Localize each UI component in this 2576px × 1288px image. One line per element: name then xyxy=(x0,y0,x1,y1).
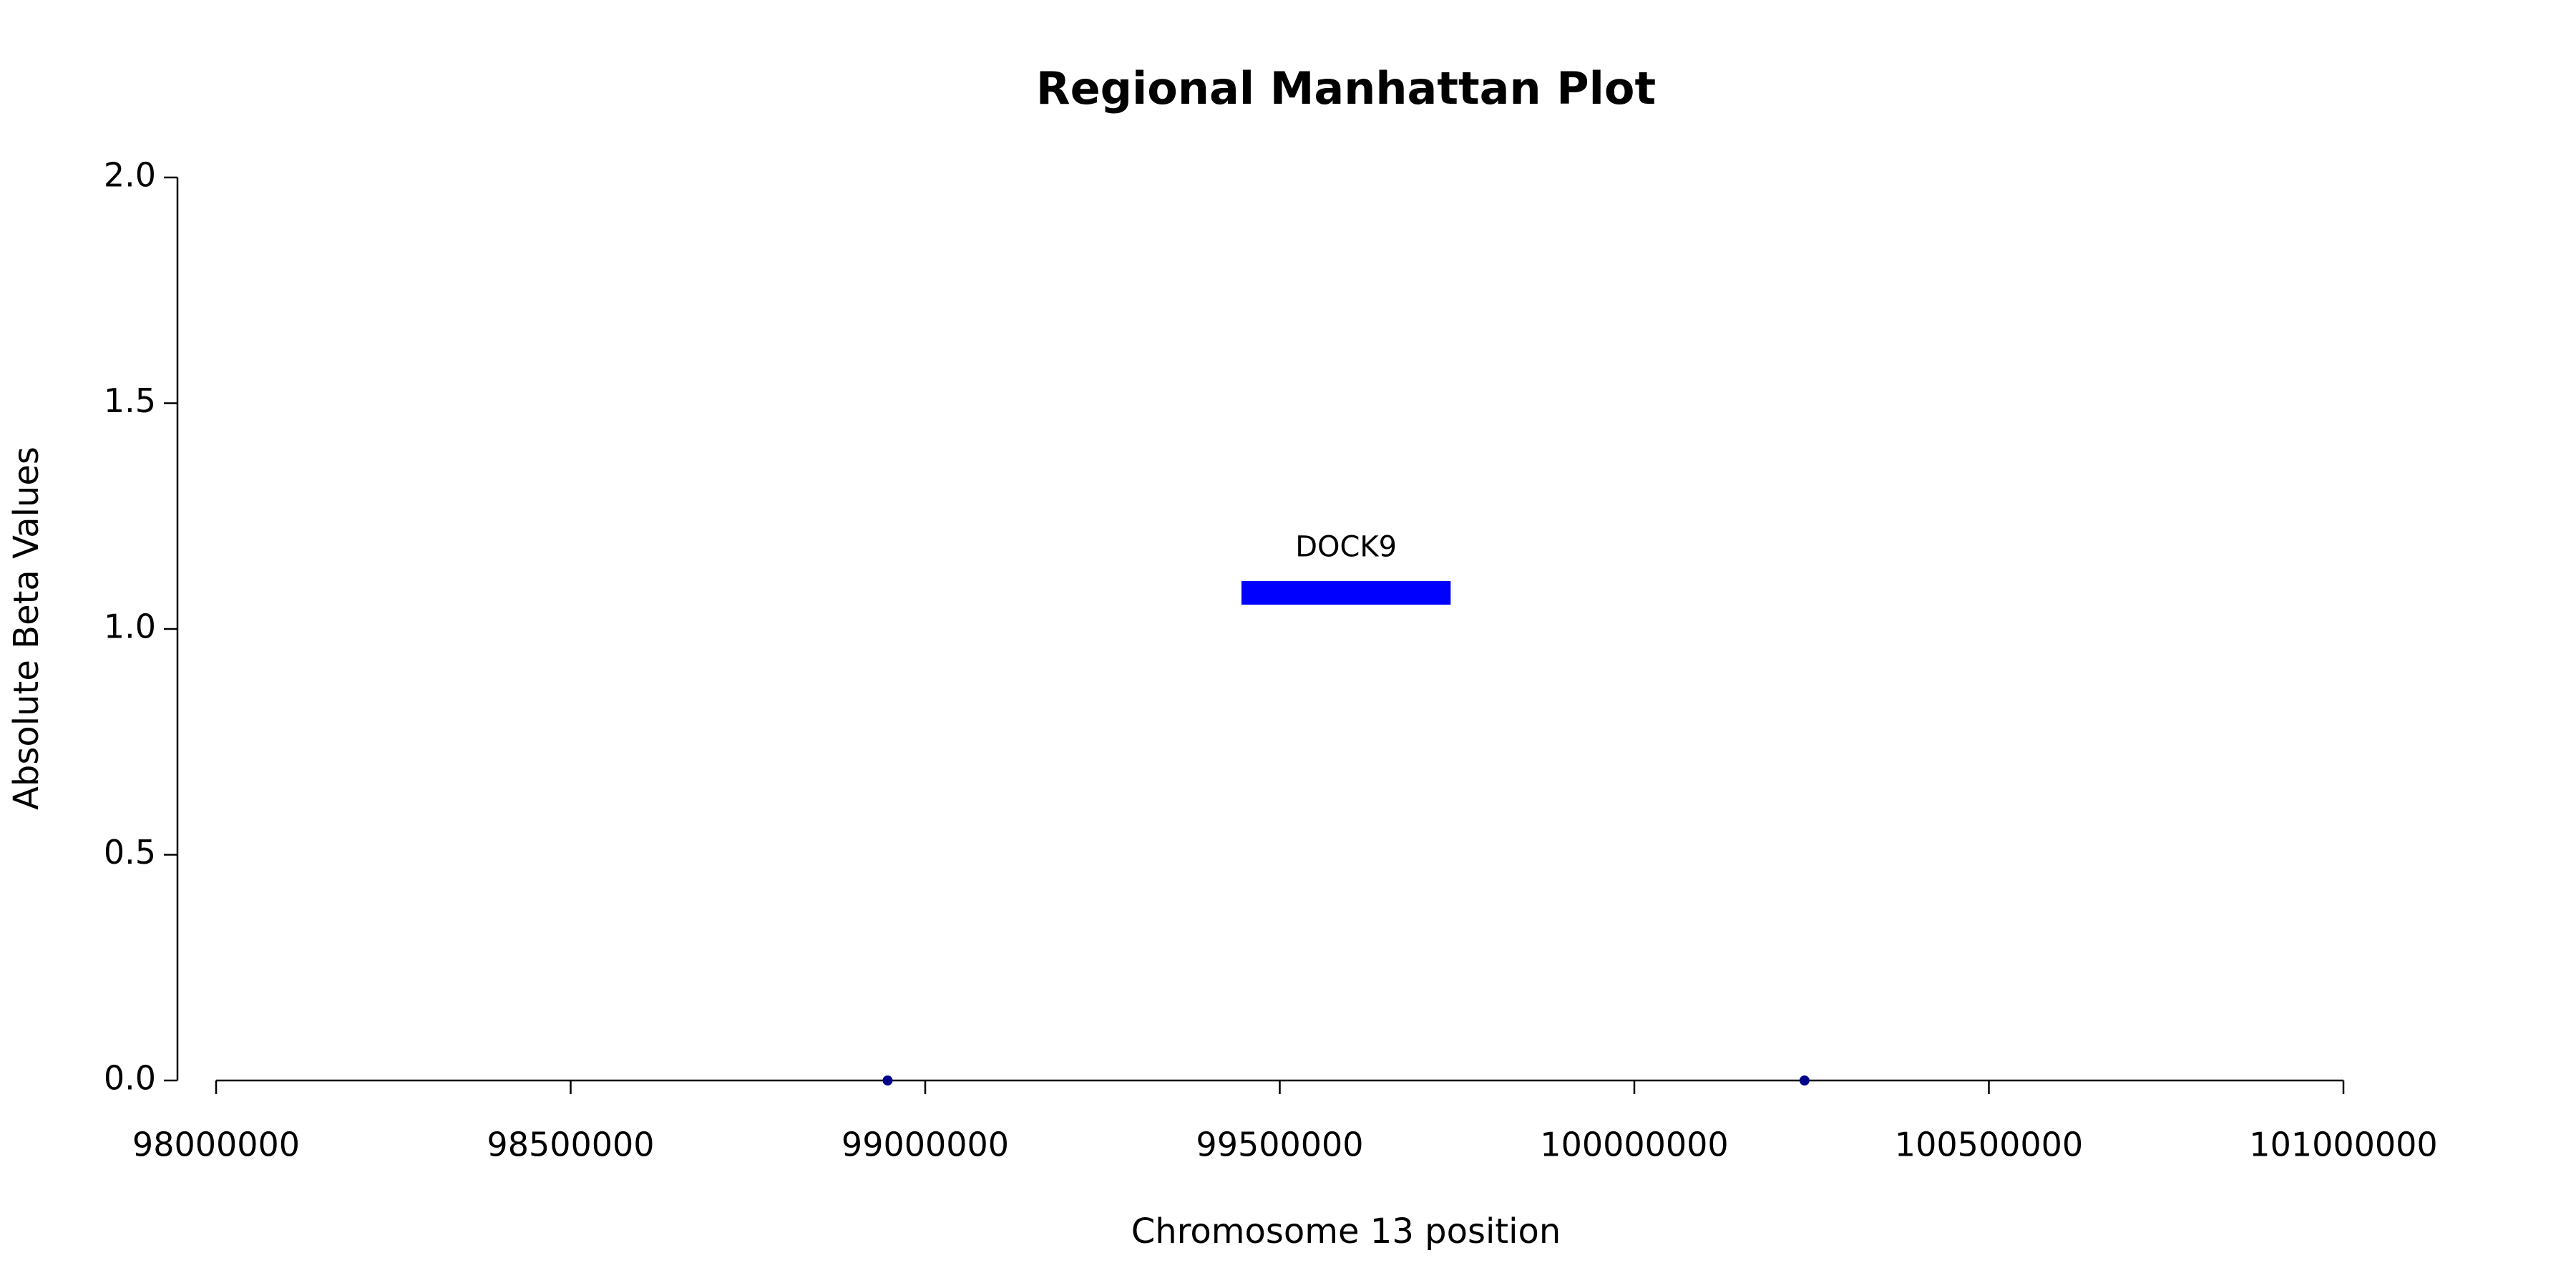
x-tick-label: 101000000 xyxy=(2249,1126,2437,1164)
x-tick-label: 99500000 xyxy=(1196,1126,1363,1164)
data-point xyxy=(1799,1075,1810,1085)
x-tick-label: 100500000 xyxy=(1895,1126,2083,1164)
y-tick-label: 0.5 xyxy=(104,833,156,872)
x-tick-label: 100000000 xyxy=(1540,1126,1728,1164)
chart-title: Regional Manhattan Plot xyxy=(1036,62,1656,114)
gene-label: DOCK9 xyxy=(1295,531,1397,564)
y-axis-label: Absolute Beta Values xyxy=(6,447,47,810)
gene-bar xyxy=(1241,581,1451,605)
x-tick-label: 99000000 xyxy=(841,1126,1009,1164)
x-axis-label: Chromosome 13 position xyxy=(1131,1211,1561,1252)
x-tick-label: 98000000 xyxy=(132,1126,300,1164)
x-tick-label: 98500000 xyxy=(487,1126,654,1164)
y-tick-label: 0.0 xyxy=(104,1059,156,1098)
y-tick-label: 2.0 xyxy=(104,156,156,195)
data-point xyxy=(882,1075,893,1085)
y-tick-label: 1.5 xyxy=(104,381,156,420)
y-tick-label: 1.0 xyxy=(104,608,156,646)
